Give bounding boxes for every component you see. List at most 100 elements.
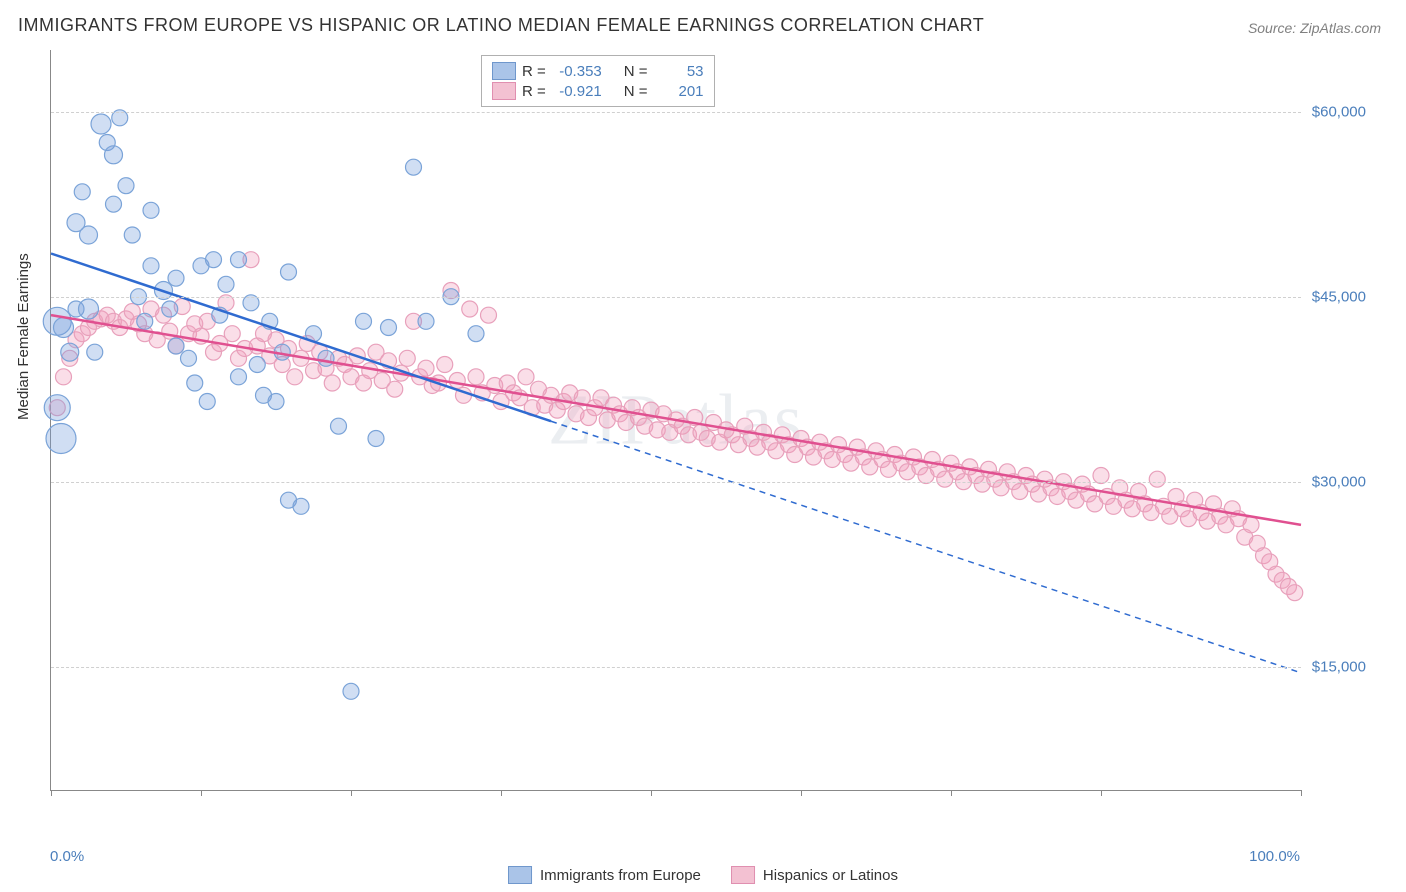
x-tick bbox=[351, 790, 352, 796]
x-axis-min-label: 0.0% bbox=[50, 848, 84, 865]
data-point bbox=[418, 360, 434, 376]
x-tick bbox=[801, 790, 802, 796]
data-point bbox=[437, 357, 453, 373]
data-point bbox=[87, 344, 103, 360]
x-tick bbox=[951, 790, 952, 796]
data-point bbox=[1243, 517, 1259, 533]
data-point bbox=[462, 301, 478, 317]
x-tick bbox=[1101, 790, 1102, 796]
data-point bbox=[143, 258, 159, 274]
r-label: R = bbox=[522, 63, 546, 80]
stats-legend-box: R = -0.353 N = 53 R = -0.921 N = 201 bbox=[481, 55, 715, 107]
data-point bbox=[118, 178, 134, 194]
x-tick bbox=[51, 790, 52, 796]
data-point bbox=[231, 369, 247, 385]
swatch-series-a bbox=[492, 62, 516, 80]
y-tick-label: $45,000 bbox=[1312, 288, 1366, 305]
data-point bbox=[406, 159, 422, 175]
source-attribution: Source: ZipAtlas.com bbox=[1248, 20, 1381, 36]
data-point bbox=[46, 424, 76, 454]
swatch-series-b bbox=[492, 82, 516, 100]
bottom-legend: Immigrants from Europe Hispanics or Lati… bbox=[508, 866, 898, 884]
data-point bbox=[331, 418, 347, 434]
data-point bbox=[1149, 471, 1165, 487]
data-point bbox=[79, 299, 99, 319]
x-tick bbox=[1301, 790, 1302, 796]
gridline-h bbox=[51, 112, 1301, 113]
data-point bbox=[249, 357, 265, 373]
r-label: R = bbox=[522, 83, 546, 100]
data-point bbox=[56, 369, 72, 385]
data-point bbox=[143, 202, 159, 218]
legend-item-series-b: Hispanics or Latinos bbox=[731, 866, 898, 884]
trend-line bbox=[51, 315, 1301, 525]
data-point bbox=[106, 196, 122, 212]
gridline-h bbox=[51, 482, 1301, 483]
data-point bbox=[399, 350, 415, 366]
n-value-a: 53 bbox=[654, 63, 704, 80]
data-point bbox=[418, 313, 434, 329]
data-point bbox=[124, 227, 140, 243]
data-point bbox=[181, 350, 197, 366]
legend-item-series-a: Immigrants from Europe bbox=[508, 866, 701, 884]
n-value-b: 201 bbox=[654, 83, 704, 100]
gridline-h bbox=[51, 667, 1301, 668]
plot-area: ZIPatlas R = -0.353 N = 53 R = -0.921 N … bbox=[50, 50, 1301, 791]
data-point bbox=[162, 301, 178, 317]
data-point bbox=[287, 369, 303, 385]
gridline-h bbox=[51, 297, 1301, 298]
data-point bbox=[343, 683, 359, 699]
data-point bbox=[54, 318, 74, 338]
data-point bbox=[1287, 585, 1303, 601]
data-point bbox=[206, 252, 222, 268]
y-tick-label: $30,000 bbox=[1312, 473, 1366, 490]
x-tick bbox=[501, 790, 502, 796]
x-axis-max-label: 100.0% bbox=[1249, 848, 1300, 865]
data-point bbox=[293, 498, 309, 514]
data-point bbox=[481, 307, 497, 323]
n-label: N = bbox=[624, 63, 648, 80]
data-point bbox=[468, 369, 484, 385]
data-point bbox=[61, 343, 79, 361]
data-point bbox=[281, 264, 297, 280]
r-value-b: -0.921 bbox=[552, 83, 602, 100]
y-tick-label: $60,000 bbox=[1312, 103, 1366, 120]
data-point bbox=[137, 313, 153, 329]
stats-row-series-a: R = -0.353 N = 53 bbox=[492, 62, 704, 80]
data-point bbox=[231, 252, 247, 268]
data-point bbox=[218, 276, 234, 292]
data-point bbox=[80, 226, 98, 244]
chart-title: IMMIGRANTS FROM EUROPE VS HISPANIC OR LA… bbox=[18, 15, 984, 36]
data-point bbox=[74, 184, 90, 200]
stats-row-series-b: R = -0.921 N = 201 bbox=[492, 82, 704, 100]
scatter-plot-svg bbox=[51, 50, 1301, 790]
data-point bbox=[168, 270, 184, 286]
data-point bbox=[449, 373, 465, 389]
data-point bbox=[187, 375, 203, 391]
x-tick bbox=[651, 790, 652, 796]
legend-label-series-a: Immigrants from Europe bbox=[540, 867, 701, 884]
chart-container: ZIPatlas R = -0.353 N = 53 R = -0.921 N … bbox=[50, 50, 1350, 830]
data-point bbox=[199, 394, 215, 410]
data-point bbox=[368, 431, 384, 447]
data-point bbox=[105, 146, 123, 164]
y-tick-label: $15,000 bbox=[1312, 658, 1366, 675]
data-point bbox=[168, 338, 184, 354]
data-point bbox=[324, 375, 340, 391]
y-axis-label: Median Female Earnings bbox=[15, 253, 32, 420]
data-point bbox=[318, 350, 334, 366]
data-point bbox=[387, 381, 403, 397]
legend-label-series-b: Hispanics or Latinos bbox=[763, 867, 898, 884]
n-label: N = bbox=[624, 83, 648, 100]
data-point bbox=[356, 313, 372, 329]
swatch-series-a-icon bbox=[508, 866, 532, 884]
data-point bbox=[268, 394, 284, 410]
data-point bbox=[381, 320, 397, 336]
swatch-series-b-icon bbox=[731, 866, 755, 884]
data-point bbox=[518, 369, 534, 385]
data-point bbox=[468, 326, 484, 342]
r-value-a: -0.353 bbox=[552, 63, 602, 80]
data-point bbox=[224, 326, 240, 342]
data-point bbox=[44, 395, 70, 421]
data-point bbox=[91, 114, 111, 134]
